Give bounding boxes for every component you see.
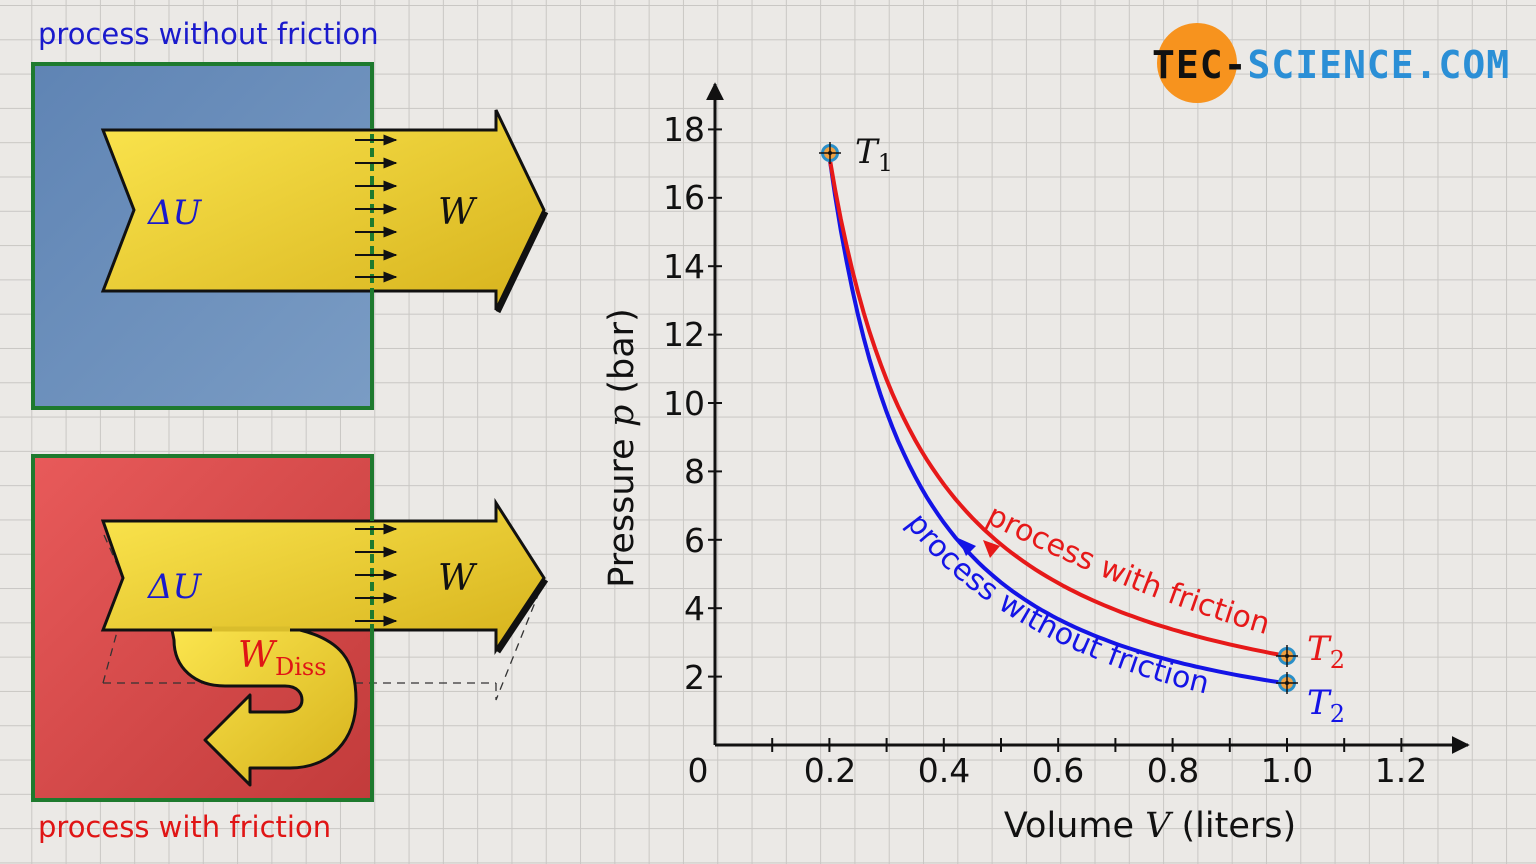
direction-arrow-red-icon <box>983 540 1000 558</box>
arrow-shadow <box>495 210 549 314</box>
logo-text-science: SCIENCE <box>1248 43 1415 87</box>
y-axis-title: Pressure p (bar) <box>602 308 642 587</box>
work-label-top: W <box>438 192 478 233</box>
caption-with-friction: process with friction <box>38 810 331 844</box>
svg-text:4: 4 <box>684 589 705 628</box>
svg-text:0.2: 0.2 <box>804 751 856 790</box>
logo: TEC-SCIENCE.COM <box>1152 23 1510 103</box>
energy-flow-arrow <box>100 109 546 311</box>
state-point-t2-red <box>1276 645 1298 667</box>
logo-text-tec: TEC- <box>1152 43 1248 87</box>
svg-text:18: 18 <box>663 110 705 149</box>
y-tick-labels: 2 4 6 8 10 12 14 16 18 <box>663 110 705 697</box>
label-t2-red: T2 <box>1307 629 1345 674</box>
label-t1: T1 <box>855 132 893 177</box>
delta-u-label-top: ΔU <box>146 193 203 233</box>
svg-text:6: 6 <box>684 521 705 560</box>
work-label-bottom: W <box>438 558 478 599</box>
logo-text-com: .COM <box>1415 43 1511 87</box>
curve-with-friction <box>827 156 1288 659</box>
logo-circle-icon <box>1157 23 1237 103</box>
state-point-t2-blue <box>1276 672 1298 694</box>
x-axis-title: Volume V (liters) <box>1004 806 1296 846</box>
svg-text:8: 8 <box>684 452 705 491</box>
svg-text:0.6: 0.6 <box>1032 751 1084 790</box>
arrow-shadow <box>495 578 549 654</box>
svg-text:12: 12 <box>663 315 705 354</box>
svg-text:2: 2 <box>684 658 705 697</box>
caption-without-friction: process without friction <box>38 17 379 51</box>
state-point-t1 <box>819 142 841 164</box>
svg-text:0: 0 <box>688 751 709 790</box>
svg-text:0.8: 0.8 <box>1147 751 1199 790</box>
dissipation-return-arrow <box>170 628 358 787</box>
work-transfer-arrows <box>355 523 398 627</box>
svg-text:16: 16 <box>663 178 705 217</box>
x-tick-labels: 0 0.2 0.4 0.6 0.8 1.0 1.2 <box>688 751 1428 790</box>
label-t2-blue: T2 <box>1307 683 1345 728</box>
svg-text:1.2: 1.2 <box>1375 751 1427 790</box>
panel-without-friction: process without friction ΔU W <box>31 17 549 410</box>
svg-text:0.4: 0.4 <box>918 751 970 790</box>
pv-chart: 0 0.2 0.4 0.6 0.8 1.0 1.2 2 4 6 8 10 12 … <box>602 82 1470 846</box>
work-transfer-arrows <box>355 134 398 283</box>
panel-with-friction: ΔU W WDiss process with friction <box>31 454 549 844</box>
y-axis-ticks <box>708 128 722 678</box>
x-axis-ticks <box>771 738 1403 752</box>
dissipated-work-label: WDiss <box>238 635 327 681</box>
energy-flow-arrow-friction <box>100 497 546 655</box>
svg-text:TEC-SCIENCE.COM: TEC-SCIENCE.COM <box>1152 43 1510 87</box>
svg-text:10: 10 <box>663 384 705 423</box>
delta-u-label-bottom: ΔU <box>146 567 203 607</box>
svg-text:14: 14 <box>663 247 705 286</box>
svg-text:1.0: 1.0 <box>1261 751 1313 790</box>
curve-without-friction <box>827 156 1288 686</box>
direction-arrow-blue-icon <box>958 538 976 556</box>
